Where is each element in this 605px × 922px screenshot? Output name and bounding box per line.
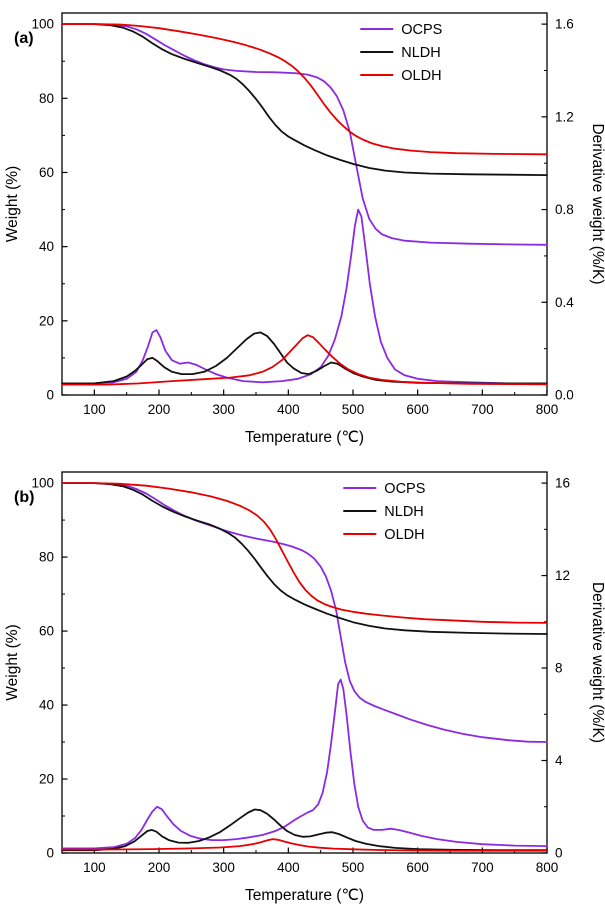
right-axis-title: Derivative weight (%/K) xyxy=(589,582,605,743)
chart-svg: 100 200 300 400 500 600 700 800 0 20 40 60 80 100 0.0 0… xyxy=(4,12,605,446)
plot-frame xyxy=(61,471,548,854)
x-axis-title: Temperature (℃) xyxy=(245,887,364,904)
legend-label-OCPS: OCPS xyxy=(401,22,442,38)
x-axis-tick-label: 300 xyxy=(212,860,235,875)
right-axis-tick-label: 1.2 xyxy=(555,109,574,124)
left-axis-title: Weight (%) xyxy=(4,166,21,242)
left-axis-tick-label: 60 xyxy=(39,165,54,180)
x-axis-tick-label: 600 xyxy=(406,860,429,875)
legend-label-OLDH: OLDH xyxy=(384,527,424,543)
legend-label-OCPS: OCPS xyxy=(384,481,425,497)
left-axis-tick-label: 40 xyxy=(39,239,54,254)
series-line-NLDH-derivative xyxy=(61,808,548,852)
x-axis-tick-label: 100 xyxy=(83,860,106,875)
panel-label: (a) xyxy=(14,30,34,47)
legend-label-NLDH: NLDH xyxy=(401,45,440,61)
x-axis-tick-label: 700 xyxy=(471,860,494,875)
series-line-OLDH-derivative xyxy=(61,334,548,386)
left-axis-tick-label: 0 xyxy=(46,846,54,861)
right-axis-tick-label: 16 xyxy=(555,476,570,491)
series-line-NLDH-derivative xyxy=(61,331,548,385)
x-axis-tick-label: 700 xyxy=(471,402,494,417)
x-axis-tick-label: 200 xyxy=(148,402,171,417)
chart-panel-b: 100 200 300 400 500 600 700 800 0 20 40 60 80 100 0 4 8 1… xyxy=(0,459,605,917)
plot-frame xyxy=(61,12,548,396)
x-axis-tick-label: 800 xyxy=(536,402,559,417)
right-axis-tick-label: 1.6 xyxy=(555,17,574,32)
chart-panel-a: 100 200 300 400 500 600 700 800 0 20 40 60 80 100 0.0 0… xyxy=(0,0,605,459)
series-line-OCPS-derivative xyxy=(61,678,548,850)
series-line-OCPS-derivative xyxy=(61,208,548,385)
right-axis-tick-label: 0.8 xyxy=(555,202,574,217)
left-axis-tick-label: 20 xyxy=(39,772,54,787)
x-axis-tick-label: 800 xyxy=(536,860,559,875)
x-axis-tick-label: 400 xyxy=(277,402,300,417)
left-axis-title: Weight (%) xyxy=(4,624,21,700)
legend-label-OLDH: OLDH xyxy=(401,68,441,84)
x-axis-tick-label: 400 xyxy=(277,860,300,875)
series-line-OCPS-weight xyxy=(61,482,548,743)
left-axis-tick-label: 80 xyxy=(39,91,54,106)
x-axis-tick-label: 500 xyxy=(342,402,365,417)
x-axis-tick-label: 500 xyxy=(342,860,365,875)
right-axis-tick-label: 0.4 xyxy=(555,295,574,310)
x-axis-tick-label: 100 xyxy=(83,402,106,417)
left-axis-tick-label: 0 xyxy=(46,388,54,403)
left-axis-tick-label: 80 xyxy=(39,550,54,565)
series-line-NLDH-weight xyxy=(61,482,548,635)
x-axis-tick-label: 600 xyxy=(406,402,429,417)
left-axis-tick-label: 40 xyxy=(39,698,54,713)
right-axis-tick-label: 8 xyxy=(555,661,563,676)
left-axis-tick-label: 60 xyxy=(39,624,54,639)
right-axis-tick-label: 12 xyxy=(555,568,570,583)
series-line-OLDH-weight xyxy=(61,23,548,156)
series-line-OLDH-weight xyxy=(61,482,548,624)
panel-label: (b) xyxy=(14,489,34,506)
series-line-OCPS-weight xyxy=(61,23,548,246)
series-line-NLDH-weight xyxy=(61,23,548,177)
left-axis-tick-label: 100 xyxy=(31,17,54,32)
right-axis-tick-label: 0 xyxy=(555,846,563,861)
x-axis-tick-label: 200 xyxy=(148,860,171,875)
chart-svg: 100 200 300 400 500 600 700 8000204060801000481… xyxy=(4,471,605,904)
right-axis-tick-label: 4 xyxy=(555,753,563,768)
legend-label-NLDH: NLDH xyxy=(384,504,423,520)
series-line-OLDH-derivative xyxy=(61,838,548,852)
right-axis-tick-label: 0.0 xyxy=(555,388,574,403)
x-axis-tick-label: 300 xyxy=(212,402,235,417)
right-axis-title: Derivative weight (%/K) xyxy=(589,123,605,284)
left-axis-tick-label: 20 xyxy=(39,313,54,328)
left-axis-tick-label: 100 xyxy=(31,476,54,491)
x-axis-title: Temperature (℃) xyxy=(245,429,364,446)
